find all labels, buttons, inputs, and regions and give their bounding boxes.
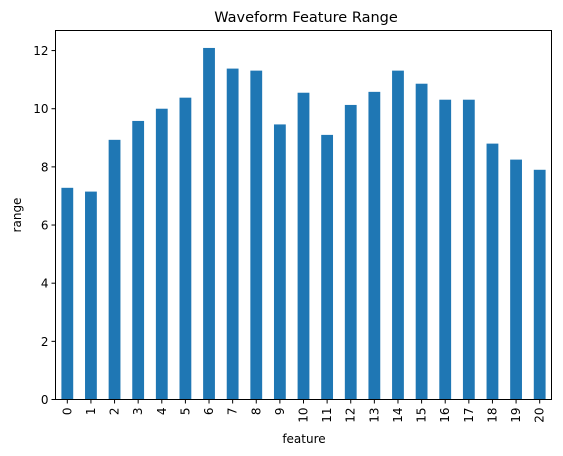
- x-axis: 0 1 2 3 4 5 6 7 8 9 10 11 12 13 14 15 16 17 18 19 20: [60, 399, 547, 423]
- bar-feature-12: [344, 104, 357, 400]
- x-tick-label: 9: [273, 408, 287, 416]
- x-tick-label: 8: [249, 408, 263, 416]
- x-tick-label: 10: [297, 408, 311, 423]
- bar-feature-3: [132, 120, 145, 400]
- bar-feature-0: [61, 187, 74, 400]
- x-tick-label: 2: [108, 408, 122, 416]
- x-tick-label: 11: [320, 408, 334, 423]
- x-tick-label: 15: [415, 408, 429, 423]
- y-tick-label: 6: [41, 219, 49, 233]
- bar-feature-6: [203, 47, 215, 400]
- x-tick-label: 1: [84, 408, 98, 416]
- x-tick-label: 19: [509, 408, 523, 423]
- x-tick-label: 7: [226, 408, 240, 416]
- x-tick-label: 3: [131, 408, 145, 416]
- bar-feature-15: [415, 83, 428, 400]
- x-tick-label: 12: [344, 408, 358, 423]
- y-tick-label: 12: [33, 44, 48, 58]
- y-axis: 0 2 4 6 8 10 12: [33, 44, 56, 407]
- y-tick-label: 2: [41, 335, 49, 349]
- bar-feature-9: [273, 124, 286, 400]
- bar-feature-10: [297, 92, 310, 400]
- x-tick-label: 18: [485, 408, 499, 423]
- bar-feature-4: [155, 108, 168, 400]
- x-axis-label: feature: [282, 432, 325, 446]
- bar-feature-2: [108, 139, 121, 400]
- bar-feature-20: [533, 169, 546, 400]
- bar-feature-17: [462, 99, 475, 400]
- y-tick-label: 4: [41, 277, 49, 291]
- bar-feature-7: [226, 68, 239, 400]
- y-tick-label: 0: [41, 393, 49, 407]
- bar-feature-8: [250, 70, 263, 400]
- bar-feature-19: [510, 159, 522, 400]
- x-tick-label: 17: [462, 408, 476, 423]
- x-tick-label: 4: [155, 408, 169, 416]
- bar-feature-5: [179, 97, 192, 400]
- bar-feature-18: [486, 143, 499, 400]
- bar-feature-11: [321, 134, 334, 400]
- x-tick-label: 6: [202, 408, 216, 416]
- y-axis-label: range: [10, 198, 24, 233]
- x-tick-label: 13: [367, 408, 381, 423]
- x-tick-label: 14: [391, 408, 405, 423]
- x-tick-label: 20: [533, 408, 547, 423]
- y-tick-label: 10: [33, 102, 48, 116]
- bar-feature-16: [439, 99, 452, 400]
- bars-group: [61, 47, 546, 400]
- bar-feature-14: [392, 70, 404, 400]
- x-tick-label: 0: [60, 408, 74, 416]
- chart-title: Waveform Feature Range: [214, 10, 398, 26]
- bar-feature-1: [85, 191, 97, 400]
- bar-feature-13: [368, 91, 381, 400]
- x-tick-label: 16: [438, 408, 452, 423]
- y-tick-label: 8: [41, 160, 49, 174]
- x-tick-label: 5: [178, 408, 192, 416]
